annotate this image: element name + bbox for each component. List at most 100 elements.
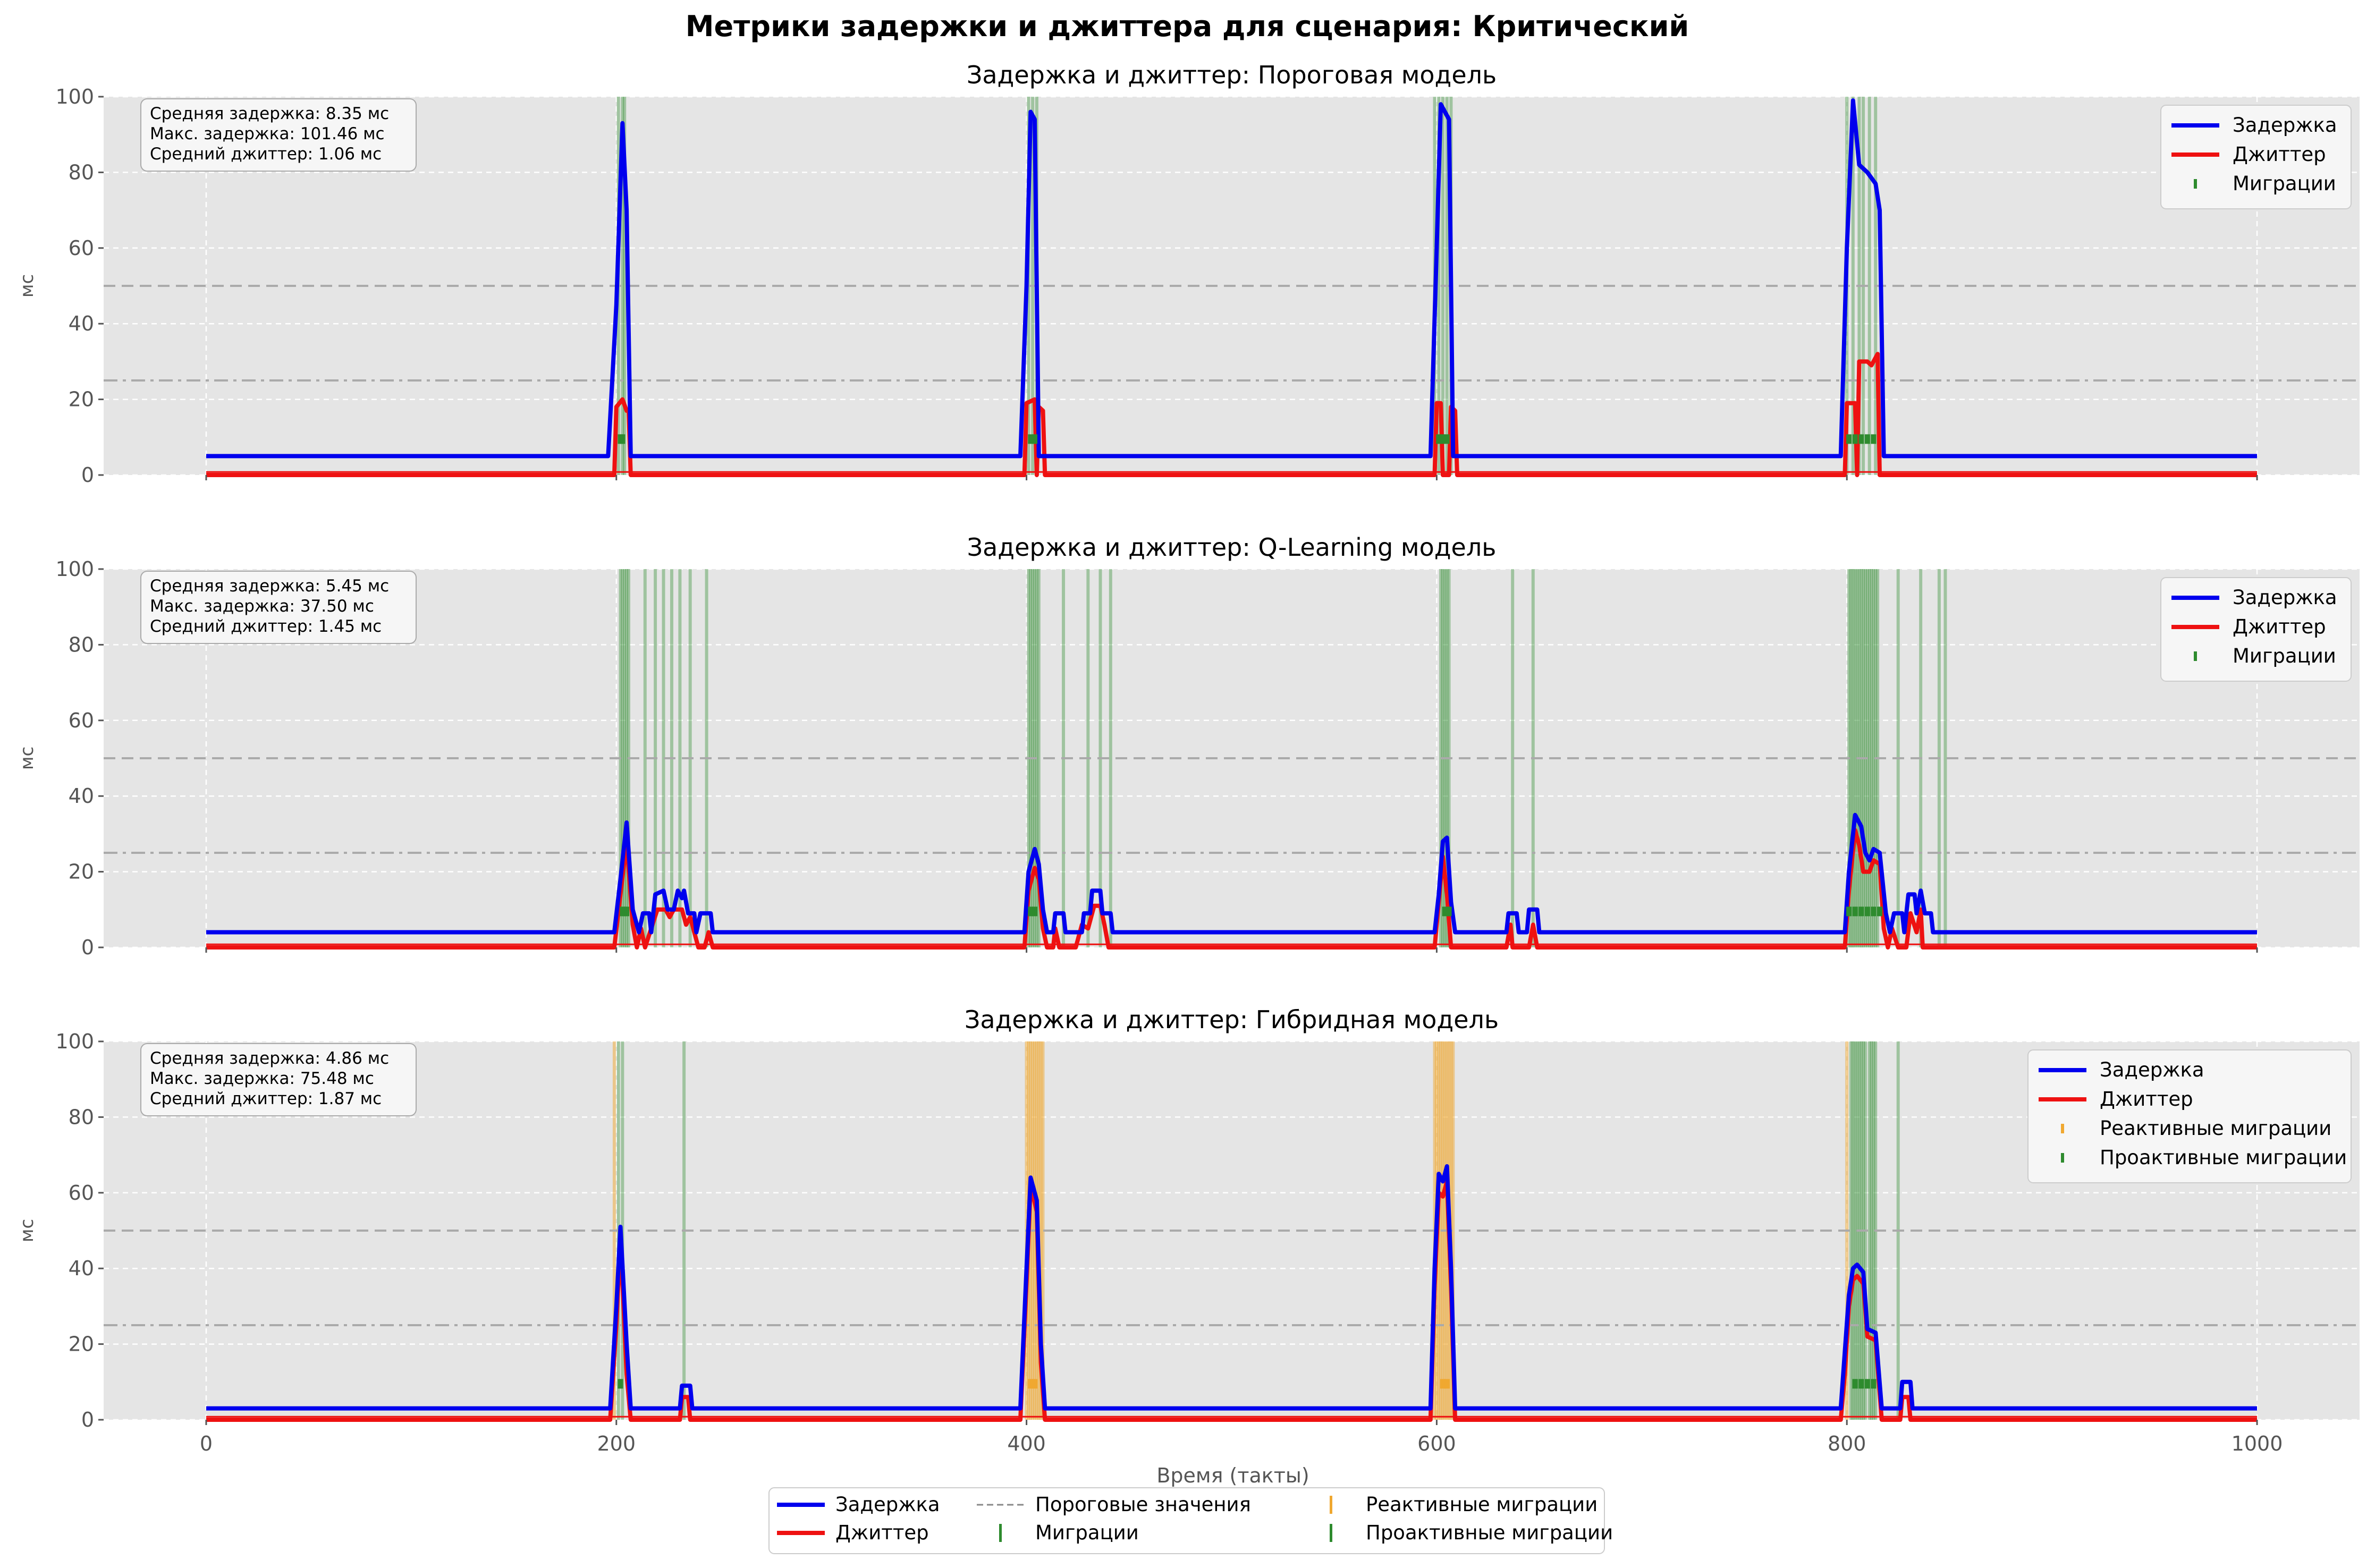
y-axis-label: мс [16,747,38,770]
migration-marker [1871,1379,1877,1389]
legend-label: Задержка [2233,586,2337,609]
migration-marker [1852,434,1858,444]
reactive-marker [1028,1379,1034,1389]
panel-title: Задержка и джиттер: Q-Learning модель [967,533,1497,562]
reactive-marker [1032,1379,1038,1389]
bottom-legend-label: Миграции [1035,1521,1139,1544]
migration-line [1851,569,1855,947]
migration-line [1867,569,1871,947]
migration-line [1867,97,1871,475]
legend-label: Миграции [2233,172,2336,195]
x-tick-label: 600 [1417,1432,1456,1455]
stats-line: Макс. задержка: 101.46 мс [150,124,385,143]
y-tick-label: 40 [69,1257,94,1280]
x-tick-label: 1000 [2232,1432,2283,1455]
panel-title: Задержка и джиттер: Пороговая модель [967,61,1497,89]
migration-marker [1440,434,1446,444]
migration-line [1853,1041,1857,1420]
legend-label: Джиттер [2100,1088,2193,1111]
migration-marker [1864,906,1870,917]
legend-label: Джиттер [2233,615,2326,638]
legend-box [2160,577,2352,682]
stats-line: Средняя задержка: 4.86 мс [150,1049,389,1068]
stats-line: Средняя задержка: 5.45 мс [150,577,389,596]
y-tick-label: 100 [55,557,94,581]
y-tick-label: 60 [69,1181,94,1205]
x-tick-label: 800 [1828,1432,1866,1455]
y-tick-label: 20 [69,1333,94,1356]
migration-marker [1858,906,1864,917]
migration-line [1109,569,1112,947]
panels: 0 20 40 60 80 100 мс Задержка и джиттер: Порого… [16,61,2360,1455]
bottom-legend-label: Задержка [835,1493,940,1516]
bottom-legend: Задержка Джиттер Пороговые значения Миграци… [768,1487,1613,1554]
stats-line: Макс. задержка: 75.48 мс [150,1069,374,1088]
migration-line [623,569,627,947]
migration-line [1037,569,1041,947]
migration-marker [1852,906,1858,917]
migration-line [1943,569,1947,947]
reactive-marker [1444,1379,1450,1389]
y-axis-label: мс [16,1219,38,1242]
y-tick-label: 40 [69,784,94,808]
x-axis-label: Время (такты) [1156,1464,1309,1487]
legend-swatch-migration [2194,651,2197,661]
migration-marker [1032,434,1038,444]
y-tick-label: 60 [69,236,94,260]
series-delay [206,812,2257,935]
y-axis-label: мс [16,274,38,298]
migration-line [1870,569,1873,947]
migration-marker [618,1379,623,1389]
migration-line [678,569,682,947]
migration-marker [1877,906,1882,917]
bottom-legend-label: Пороговые значения [1035,1493,1251,1516]
panel-1: 0 20 40 60 80 100 мс Задержка и джиттер: Порого… [16,61,2360,487]
migration-line [1872,569,1875,947]
y-tick-label: 20 [69,388,94,411]
migration-marker [1444,434,1450,444]
y-tick-label: 100 [55,1030,94,1053]
x-tick-label: 200 [597,1432,636,1455]
legend-label: Джиттер [2233,143,2326,166]
migration-line [643,569,647,947]
y-tick-label: 100 [55,85,94,108]
migration-marker [1858,434,1864,444]
migration-line [1853,569,1857,947]
series-delay [206,1164,2257,1411]
migration-marker [1846,906,1852,917]
stats-line: Средняя задержка: 8.35 мс [150,104,389,123]
migration-line [621,569,624,947]
y-tick-label: 80 [69,633,94,656]
x-tick-label: 0 [200,1432,213,1455]
reactive-marker [1440,1379,1446,1389]
panel-2: 0 20 40 60 80 100 мс Задержка и джиттер: Q-Lear… [16,533,2360,959]
migration-line [1867,1041,1871,1420]
bottom-legend-swatch-migrations [999,1524,1002,1542]
y-tick-label: 20 [69,860,94,884]
legend-box [2160,105,2352,209]
migration-marker [1442,906,1448,917]
migration-line [1849,1041,1853,1420]
y-tick-label: 40 [69,312,94,335]
migration-marker [1436,434,1442,444]
stats-line: Средний джиттер: 1.87 мс [150,1089,382,1108]
reactive-migration-line [1039,1041,1043,1420]
migration-line [1849,569,1853,947]
series-delay [206,98,2257,459]
migration-line [1851,97,1855,475]
migration-marker [1858,1379,1864,1389]
figure-title: Метрики задержки и джиттера для сценария… [686,10,1689,43]
stats-box [140,98,417,172]
bottom-legend-swatch-proactive [1330,1524,1332,1542]
legend-swatch-reactive [2061,1124,2064,1133]
migration-marker [1028,434,1034,444]
reactive-migration-line [1451,1041,1455,1420]
migration-line [623,97,627,475]
migration-line [1511,569,1515,947]
migration-marker [1446,906,1452,917]
legend-box [2027,1049,2352,1183]
stats-line: Макс. задержка: 37.50 мс [150,597,374,616]
legend-label: Миграции [2233,645,2336,667]
